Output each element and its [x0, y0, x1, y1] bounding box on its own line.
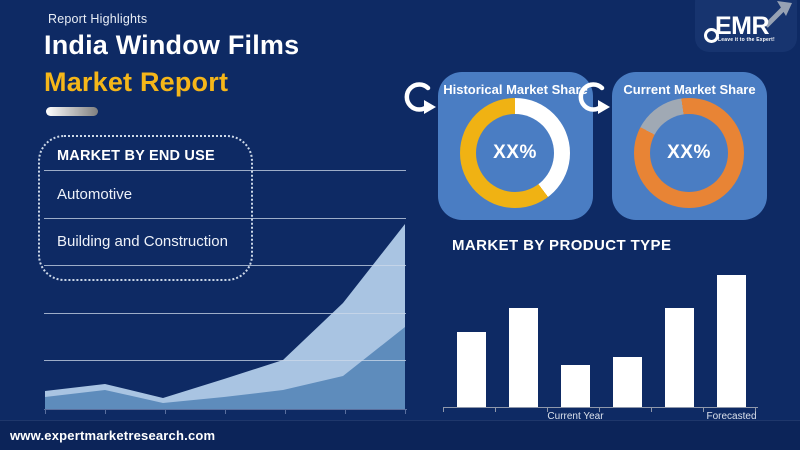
- area-series-lower: [45, 327, 405, 409]
- title-underline-bar: [46, 107, 98, 116]
- donut-hole: XX%: [476, 114, 554, 192]
- area-series-upper: [45, 224, 405, 409]
- end-use-item-building-construction: Building and Construction: [57, 233, 228, 250]
- bar-1: [457, 332, 486, 407]
- axis-tick: [345, 409, 346, 414]
- gridline: [44, 218, 406, 219]
- bar-4: [613, 357, 642, 407]
- donut-card-title: Current Market Share: [623, 82, 756, 97]
- bar-5: [665, 308, 694, 407]
- axis-tick: [495, 407, 496, 412]
- axis-tick: [45, 409, 46, 414]
- historical-market-share-card: Historical Market Share XX%: [438, 72, 593, 220]
- donut-center-value: XX%: [667, 142, 711, 163]
- current-market-share-card: Current Market Share XX%: [612, 72, 767, 220]
- gridline: [44, 170, 406, 171]
- product-type-bar-chart: [443, 275, 757, 407]
- gridline: [44, 265, 406, 266]
- footer-website-url: www.expertmarketresearch.com: [10, 428, 216, 443]
- donut-card-title: Historical Market Share: [443, 82, 588, 97]
- page-title-line1: India Window Films: [44, 30, 300, 60]
- donut-center-value: XX%: [493, 142, 537, 163]
- axis-tick: [225, 409, 226, 414]
- logo-tagline: Leave it to the Expert!: [718, 37, 775, 43]
- logo-growth-arrow-icon: [764, 1, 792, 28]
- market-by-end-use-panel: MARKET BY END USE Automotive Building an…: [38, 135, 253, 281]
- swirl-arrow-icon: [578, 82, 610, 114]
- report-eyebrow: Report Highlights: [48, 12, 148, 26]
- donut-1: XX%: [634, 98, 744, 208]
- axis-tick: [105, 409, 106, 414]
- emr-logo: EMR Leave it to the Expert!: [695, 0, 797, 52]
- logo-brand-text: EMR: [715, 12, 770, 40]
- bar-6: [717, 275, 746, 407]
- axis-tick: [165, 409, 166, 414]
- axis-tick: [755, 407, 756, 412]
- logo-ring-icon: [704, 28, 719, 43]
- bar-2: [509, 308, 538, 407]
- donut-hole: XX%: [650, 114, 728, 192]
- swirl-arrow-icon: [404, 82, 436, 114]
- bar-3: [561, 365, 590, 407]
- axis-tick: [651, 407, 652, 412]
- footer-bar: www.expertmarketresearch.com: [0, 420, 800, 450]
- bar-x-label: Current Year: [547, 411, 604, 422]
- axis-tick: [703, 407, 704, 412]
- axis-tick: [285, 409, 286, 414]
- end-use-panel-title: MARKET BY END USE: [57, 148, 215, 164]
- donut-0: XX%: [460, 98, 570, 208]
- gridline: [44, 313, 406, 314]
- axis-tick: [599, 407, 600, 412]
- axis-tick: [547, 407, 548, 412]
- end-use-item-automotive: Automotive: [57, 186, 133, 203]
- page-title-line2: Market Report: [44, 67, 229, 97]
- bar-chart-x-axis: [443, 407, 758, 408]
- product-type-chart-title: MARKET BY PRODUCT TYPE: [452, 237, 672, 254]
- axis-tick: [405, 409, 406, 414]
- gridline: [44, 360, 406, 361]
- axis-tick: [443, 407, 444, 412]
